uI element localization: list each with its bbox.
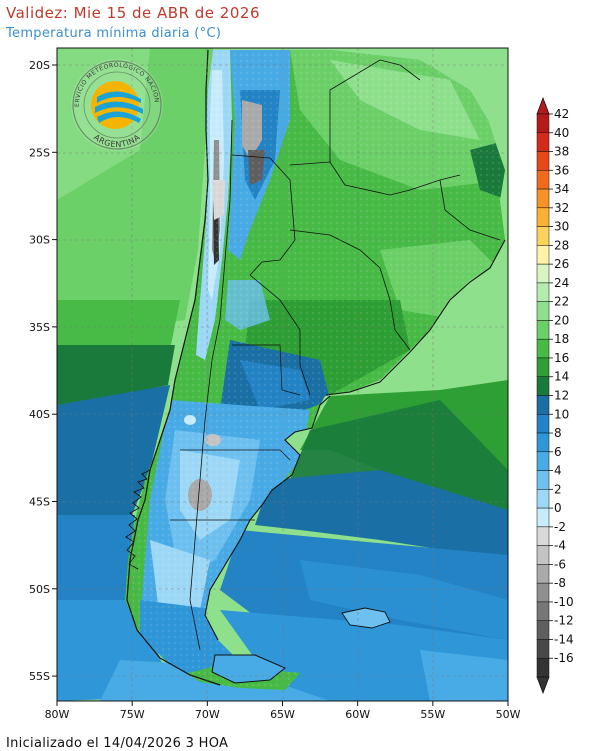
colorbar-swatch [536, 601, 550, 621]
lon-label: 60W [345, 708, 370, 721]
graticule [57, 48, 508, 701]
colorbar-label: 12 [554, 389, 569, 403]
colorbar-swatch [536, 357, 550, 377]
lat-label: 35S [29, 321, 50, 334]
colorbar-label: 2 [554, 482, 562, 496]
longitude-axis: 80W 75W 70W 65W 60W 55W 50W [45, 701, 521, 721]
colorbar-label: 14 [554, 370, 569, 384]
colorbar-swatch [536, 620, 550, 640]
colorbar-swatch [536, 582, 550, 603]
colorbar-label: 16 [554, 351, 569, 365]
lat-label: 45S [29, 496, 50, 509]
malvinas-islands [341, 607, 391, 629]
colorbar-label: 38 [554, 145, 569, 159]
init-time-footer: Inicializado el 14/04/2026 3 HOA [6, 736, 229, 751]
colorbar-label: 18 [554, 332, 569, 346]
colorbar-swatch [536, 226, 550, 246]
colorbar-swatch [536, 320, 550, 340]
lat-label: 50S [29, 583, 50, 596]
temperature-colorbar: 424038363432302826242220181614121086420-… [536, 96, 574, 695]
colorbar-label: 10 [554, 407, 569, 421]
colorbar-label: -4 [554, 539, 566, 553]
colorbar-swatch [536, 451, 550, 471]
colorbar-swatch [536, 545, 550, 565]
colorbar-swatch [536, 639, 550, 659]
lat-label: 25S [29, 146, 50, 159]
map-title: Validez: Mie 15 de ABR de 2026 [6, 4, 260, 22]
colorbar-bottom-arrow [536, 676, 550, 695]
colorbar-label: -16 [554, 651, 574, 665]
colorbar-label: 30 [554, 220, 569, 234]
colorbar-label: 28 [554, 238, 569, 252]
colorbar-swatch [536, 207, 550, 227]
colorbar-label: -8 [554, 576, 566, 590]
lat-label: 20S [29, 59, 50, 72]
colorbar-swatch [536, 170, 550, 190]
colorbar-swatch [536, 132, 550, 152]
colorbar-label: -14 [554, 632, 574, 646]
colorbar-label: 32 [554, 201, 569, 215]
latitude-axis: 20S 25S 30S 35S 40S 45S 50S 55S [29, 59, 57, 683]
lat-label: 40S [29, 408, 50, 421]
colorbar-swatch [536, 432, 550, 453]
colorbar-label: -10 [554, 595, 574, 609]
colorbar-label: 22 [554, 295, 569, 309]
colorbar-swatch [536, 151, 550, 171]
colorbar-label: -12 [554, 614, 574, 628]
colorbar-label: 40 [554, 126, 569, 140]
map-subtitle: Temperatura mínima diaria (°C) [6, 26, 222, 41]
colorbar-swatch [536, 564, 550, 584]
lon-label: 55W [420, 708, 445, 721]
colorbar-swatch [536, 188, 550, 209]
colorbar-swatch [536, 376, 550, 396]
colorbar-swatch [536, 245, 550, 265]
colorbar-label: 36 [554, 163, 569, 177]
colorbar-label: 4 [554, 464, 562, 478]
colorbar-swatch [536, 526, 550, 546]
lon-label: 70W [195, 708, 220, 721]
colorbar-swatch [536, 395, 550, 415]
colorbar-swatch [536, 282, 550, 302]
colorbar-swatch [536, 657, 550, 678]
lat-label: 30S [29, 234, 50, 247]
colorbar-label: -2 [554, 520, 566, 534]
colorbar-swatch [536, 489, 550, 509]
lon-label: 80W [45, 708, 70, 721]
colorbar-label: 20 [554, 313, 569, 327]
colorbar-swatch [536, 470, 550, 490]
colorbar-label: 0 [554, 501, 562, 515]
colorbar-label: 34 [554, 182, 569, 196]
colorbar-swatch [536, 507, 550, 528]
smn-logo: SERVICIO METEOROLÓGICO NACIONAL ARGENTIN… [71, 59, 163, 151]
colorbar-swatch [536, 338, 550, 359]
lon-label: 65W [270, 708, 295, 721]
colorbar-label: 6 [554, 445, 562, 459]
colorbar-swatch [536, 113, 550, 134]
lat-label: 55S [29, 670, 50, 683]
colorbar-label: 8 [554, 426, 562, 440]
colorbar-label: 42 [554, 107, 569, 121]
colorbar-swatch [536, 301, 550, 321]
colorbar-top-arrow [536, 96, 550, 115]
colorbar-swatch [536, 263, 550, 284]
colorbar-label: 26 [554, 257, 569, 271]
coastlines-and-borders [125, 49, 506, 686]
colorbar-swatch [536, 414, 550, 434]
lon-label: 50W [496, 708, 521, 721]
colorbar-label: -6 [554, 557, 566, 571]
colorbar-label: 24 [554, 276, 569, 290]
lon-label: 75W [120, 708, 145, 721]
